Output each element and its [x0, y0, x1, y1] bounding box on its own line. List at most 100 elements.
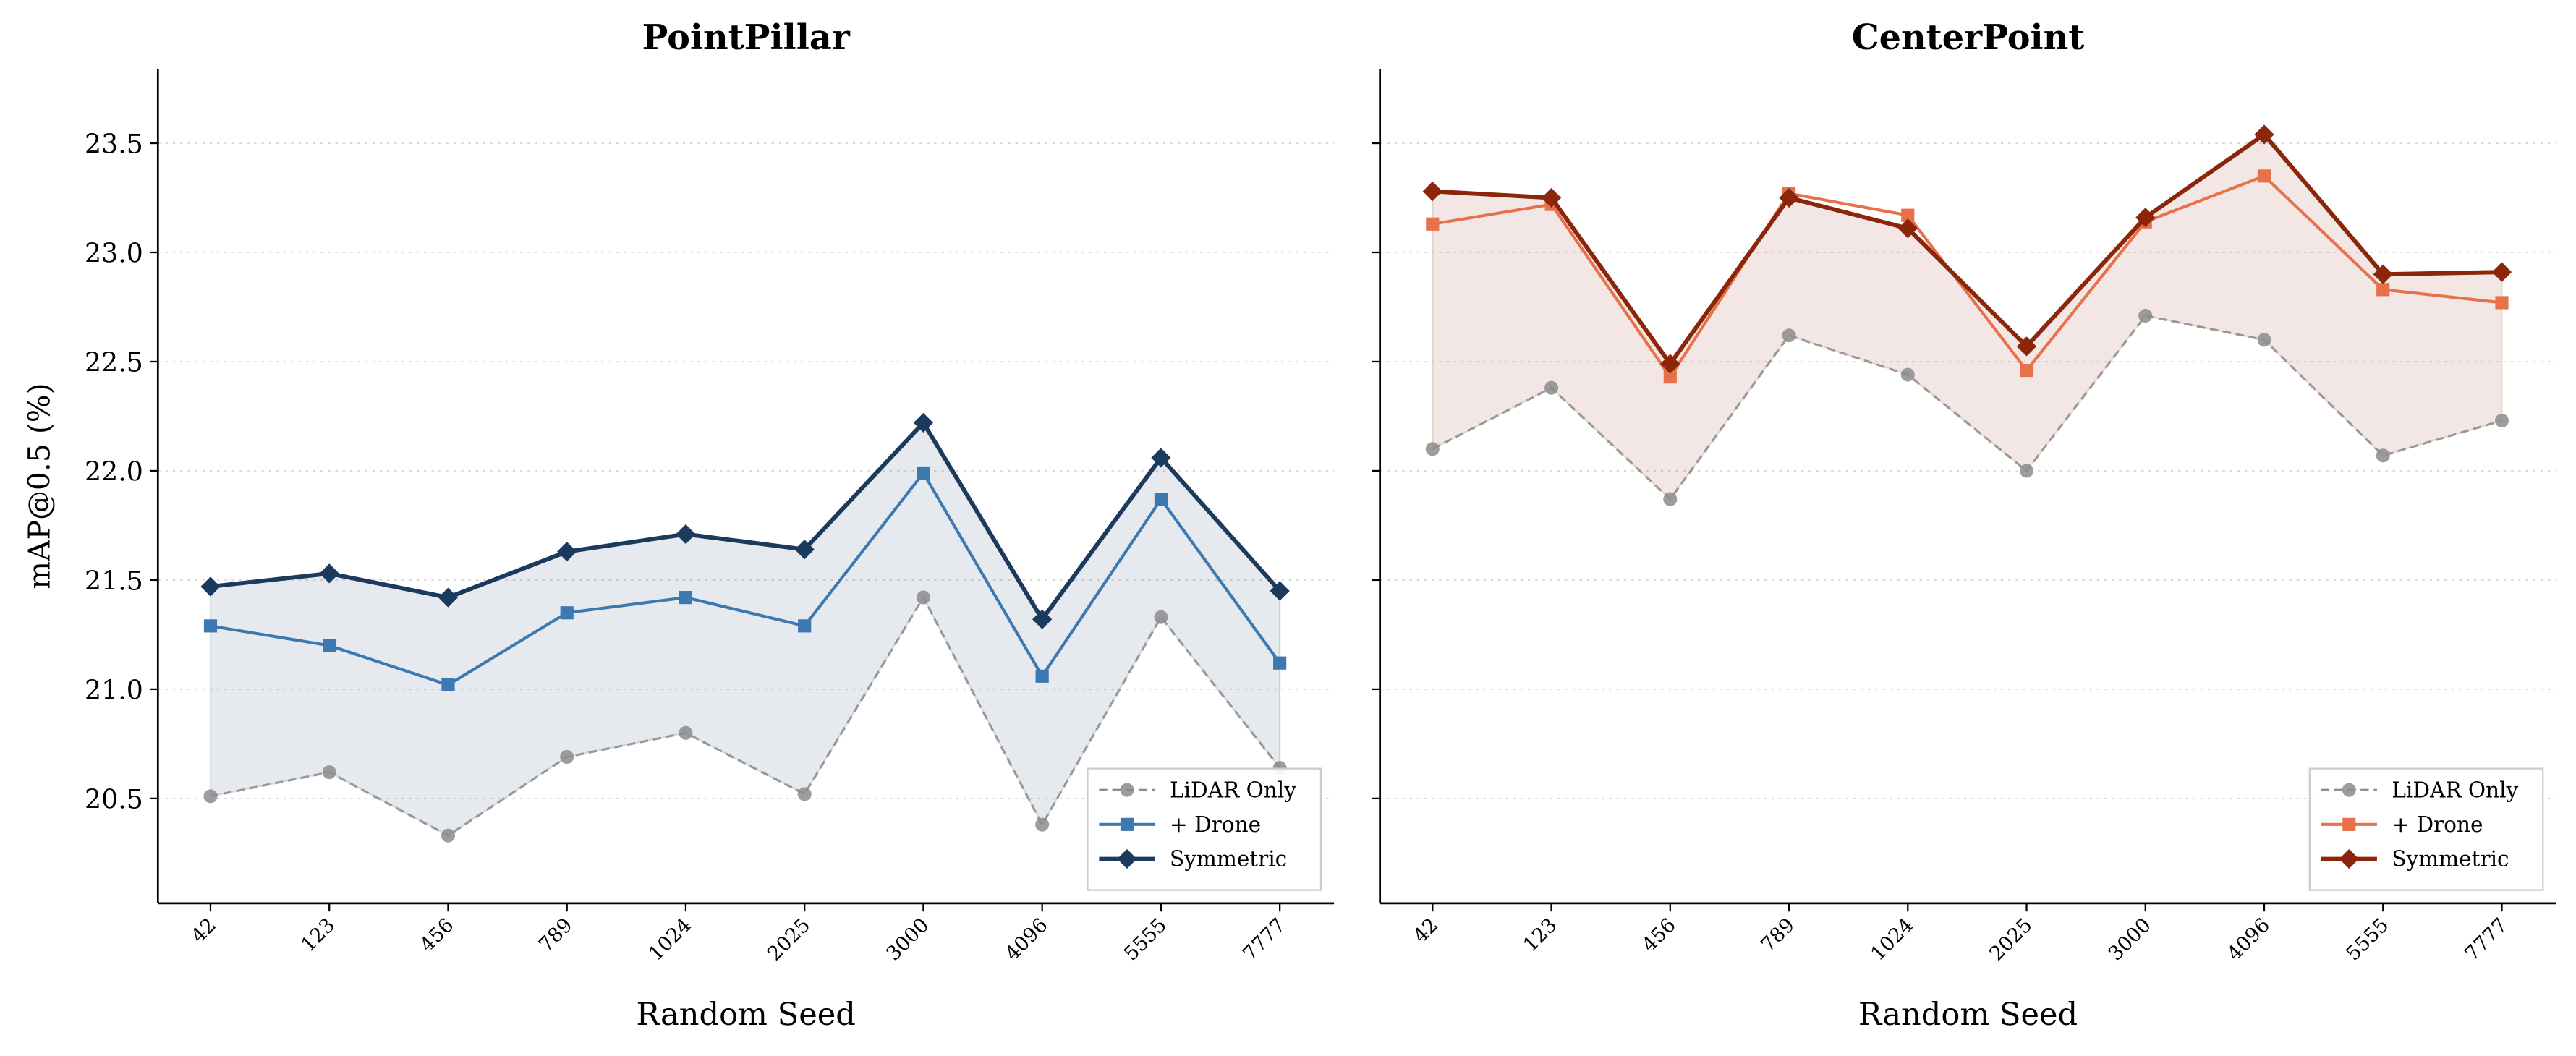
left-x-axis-label: Random Seed [637, 997, 856, 1033]
x-tick-label: 7777 [2461, 914, 2512, 966]
right-panel-title: CenterPoint [1852, 17, 2085, 58]
right-x-axis-label: Random Seed [1858, 997, 2078, 1033]
series-symmetric [1422, 124, 2512, 374]
data-point [794, 540, 815, 560]
data-point [2257, 333, 2271, 347]
data-point [1663, 370, 1677, 384]
y-tick-label: 21.5 [85, 566, 143, 597]
data-point [438, 587, 459, 608]
y-tick-label: 22.0 [85, 456, 143, 487]
left-panel-title: PointPillar [642, 17, 851, 58]
x-tick-label: 1024 [645, 914, 696, 966]
series-line [210, 470, 1281, 687]
y-tick-label: 21.0 [85, 675, 143, 706]
series-line [1432, 131, 2502, 368]
data-point [2495, 296, 2509, 310]
data-point [323, 639, 336, 652]
data-point [1151, 448, 1171, 468]
data-point [1426, 217, 1440, 231]
legend-label: Symmetric [2392, 847, 2509, 872]
x-tick-label: 2025 [1986, 914, 2037, 966]
data-point [916, 590, 930, 605]
series-drone [203, 466, 1287, 691]
data-point [560, 606, 574, 620]
legend-marker [2342, 783, 2356, 797]
legend-marker [1120, 783, 1134, 797]
legend-label: + Drone [2392, 812, 2483, 837]
legend-marker [1120, 817, 1134, 831]
data-point [1663, 492, 1678, 506]
data-point [441, 678, 455, 691]
legend-label: Symmetric [1170, 847, 1287, 872]
x-tick-label: 5555 [2342, 914, 2393, 966]
data-point [2376, 283, 2390, 297]
data-point [2020, 363, 2033, 378]
data-point [1154, 610, 1168, 624]
legend-label: LiDAR Only [1170, 778, 1296, 802]
data-point [1273, 656, 1287, 670]
legend: LiDAR Only + Drone Symmetric [1087, 767, 1322, 891]
x-tick-label: 7777 [1238, 914, 1290, 966]
x-tick-label: 1024 [1866, 914, 1918, 966]
series-lidar-only [1425, 309, 2509, 506]
data-point [2016, 336, 2037, 357]
x-tick-label: 5555 [1120, 914, 1171, 966]
data-point [676, 524, 696, 545]
data-point [1154, 493, 1168, 506]
data-point [1900, 367, 1915, 382]
data-point [2376, 448, 2390, 463]
x-tick-label: 789 [1756, 914, 1799, 957]
data-point [322, 765, 336, 780]
series-drone [1426, 169, 2509, 384]
data-point [203, 789, 218, 804]
data-point [1544, 380, 1559, 395]
y-axis-label: mAP@0.5 (%) [22, 383, 56, 589]
data-point [679, 725, 693, 740]
x-tick-label: 3000 [883, 914, 934, 966]
data-point [1035, 669, 1049, 683]
x-tick-label: 42 [187, 914, 221, 948]
x-tick-label: 123 [1519, 914, 1562, 957]
data-point [679, 591, 693, 605]
data-point [1897, 218, 1918, 239]
data-point [1901, 208, 1915, 222]
fill-between-area [1432, 133, 2503, 501]
data-point [2254, 124, 2274, 145]
legend: LiDAR Only + Drone Symmetric [2308, 767, 2544, 891]
panel-pointpillar: 20.5 21.0 21.5 22.0 22.5 23.0 23.5 42 123 456 789 1… [85, 69, 1335, 966]
panel-centerpoint: 42 123 456 789 1024 2025 3000 4096 5555 7777 LiDAR… [1372, 69, 2556, 966]
data-point [2257, 169, 2271, 183]
x-tick-label: 789 [535, 914, 577, 957]
x-tick-label: 4096 [1001, 914, 1053, 966]
data-point [2019, 464, 2034, 478]
data-point [797, 787, 812, 801]
y-tick-label: 23.0 [85, 238, 143, 269]
data-point [1425, 442, 1440, 456]
series-line [210, 419, 1282, 623]
x-tick-label: 123 [297, 914, 340, 957]
x-tick-label: 2025 [763, 914, 815, 966]
data-point [2494, 413, 2509, 428]
x-tick-label: 4096 [2223, 914, 2274, 966]
data-point [560, 749, 574, 765]
data-point [1035, 817, 1050, 832]
data-point [203, 619, 218, 633]
series-symmetric [200, 412, 1290, 629]
x-tick-label: 42 [1409, 914, 1442, 948]
data-point [1270, 581, 1290, 601]
data-point [913, 412, 934, 433]
y-tick-label: 20.5 [85, 784, 143, 815]
data-point [557, 542, 577, 562]
x-tick-label: 456 [416, 914, 459, 957]
series-line [210, 595, 1281, 838]
data-point [1032, 609, 1053, 629]
data-point [917, 466, 930, 480]
x-tick-label: 456 [1638, 914, 1680, 957]
series-line [1432, 314, 2502, 501]
data-point [2135, 208, 2156, 228]
legend-marker [2342, 817, 2356, 831]
y-tick-label: 22.5 [85, 347, 143, 378]
data-point [441, 828, 455, 843]
data-point [798, 619, 812, 633]
